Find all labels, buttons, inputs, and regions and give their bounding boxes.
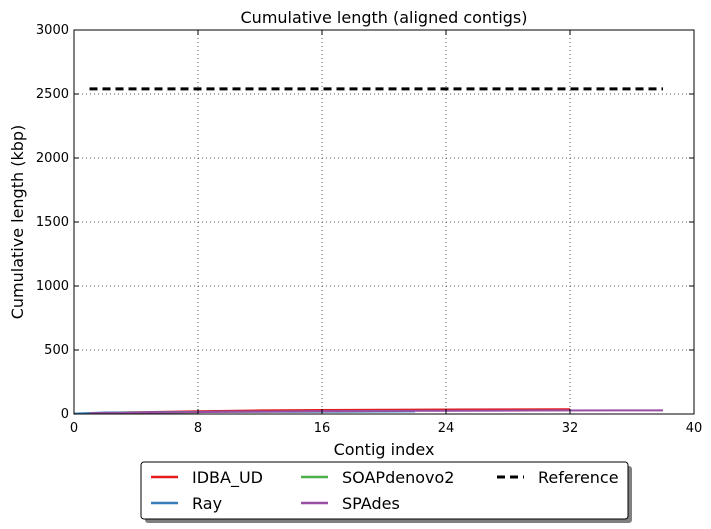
y-tick-label: 1000 xyxy=(36,279,69,294)
y-tick-label: 0 xyxy=(61,407,69,422)
legend-label-ray: Ray xyxy=(192,494,222,513)
x-tick-label: 32 xyxy=(562,421,579,436)
y-tick-label: 1500 xyxy=(36,215,69,230)
y-tick-label: 2000 xyxy=(36,151,69,166)
legend-label-reference: Reference xyxy=(538,468,619,487)
y-tick-label: 2500 xyxy=(36,87,69,102)
series-lines xyxy=(73,87,663,415)
x-axis-title: Contig index xyxy=(334,440,435,459)
legend-label-idba-ud: IDBA_UD xyxy=(192,468,263,488)
x-tick-label: 40 xyxy=(686,421,703,436)
y-tick-label: 500 xyxy=(44,343,69,358)
series-line-spades xyxy=(89,409,663,415)
x-tick-label: 16 xyxy=(314,421,331,436)
y-axis-title: Cumulative length (kbp) xyxy=(8,125,27,320)
x-tick-label: 24 xyxy=(438,421,455,436)
grid xyxy=(74,30,694,414)
axis-ticks: 0 8 16 24 32 40 0 500 1000 1500 2000 2500 3000 xyxy=(36,23,702,436)
chart-title: Cumulative length (aligned contigs) xyxy=(241,8,528,27)
y-tick-label: 3000 xyxy=(36,23,69,38)
legend-label-spades: SPAdes xyxy=(342,494,400,513)
x-tick-label: 8 xyxy=(194,421,202,436)
legend: IDBA_UD Ray SOAPdenovo2 SPAdes Reference xyxy=(140,461,632,523)
x-tick-label: 0 xyxy=(70,421,78,436)
legend-box xyxy=(140,461,629,520)
legend-label-soapdenovo2: SOAPdenovo2 xyxy=(342,468,454,487)
